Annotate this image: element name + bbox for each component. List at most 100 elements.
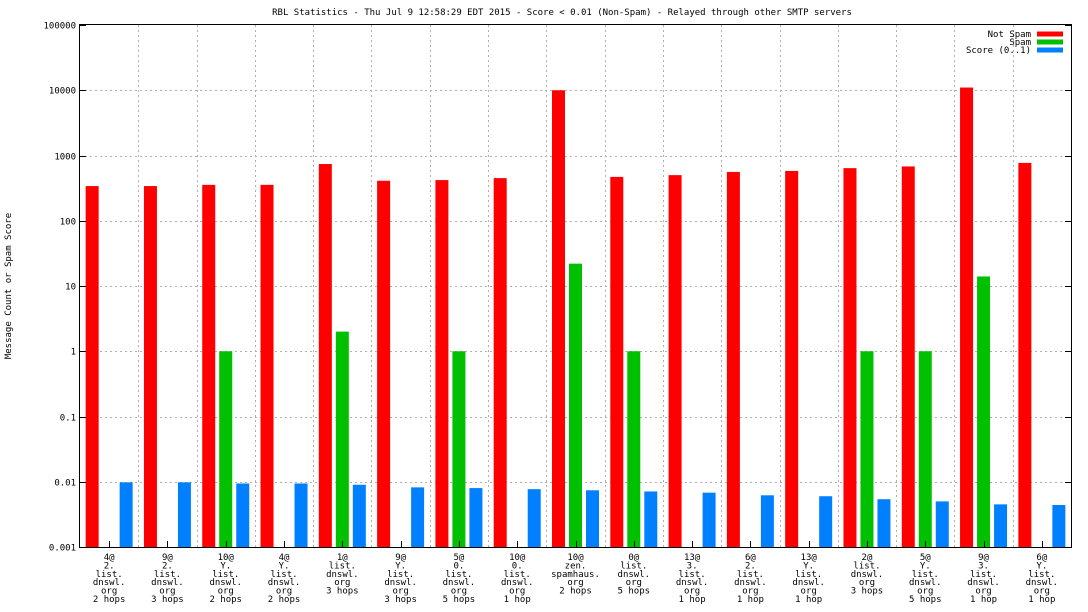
x-tick-label-line: org <box>859 578 875 588</box>
x-tick-label-line: 2. <box>104 561 115 571</box>
x-tick-label-line: 3 hops <box>151 595 184 605</box>
x-tick-label-line: 1 hop <box>504 595 531 605</box>
x-tick-label-line: dnswl. <box>384 578 417 588</box>
bar-spam <box>977 276 991 547</box>
x-tick-label-line: org <box>334 578 350 588</box>
x-tick-label-line: list. <box>620 561 647 571</box>
x-tick-label-line: 3 hops <box>384 595 417 605</box>
x-tick-label-line: 13@ <box>684 553 701 563</box>
x-tick-label-line: 3. <box>978 561 989 571</box>
x-tick-label-line: list. <box>912 570 939 580</box>
y-axis-label: Message Count or Spam Score <box>4 213 14 359</box>
bar-not-spam <box>901 166 915 548</box>
x-tick-label-line: 5 hops <box>443 595 476 605</box>
x-tick-label-line: 1@ <box>337 553 348 563</box>
x-tick-label: 4@ Y. list. dnswl. org 2 hops <box>268 553 301 605</box>
x-tick-label-line: dnswl. <box>501 578 534 588</box>
x-tick-label: 10@ 0. list. dnswl. org 1 hop <box>501 553 534 605</box>
x-tick-label-line: Y. <box>920 561 931 571</box>
chart-title: RBL Statistics - Thu Jul 9 12:58:29 EDT … <box>272 8 852 18</box>
x-tick-label-line: list. <box>795 570 822 580</box>
x-tick-label-line: 4@ <box>104 553 115 563</box>
x-tick-label-line: 5@ <box>920 553 931 563</box>
x-tick-label-line: 9@ <box>162 553 173 563</box>
bar-not-spam <box>1018 162 1032 547</box>
legend-swatch <box>1037 31 1063 37</box>
x-tick-label-line: 3 hops <box>851 587 884 597</box>
x-tick-label-line: dnswl. <box>734 578 767 588</box>
bar-not-spam <box>726 171 740 547</box>
x-tick-label-line: 6@ <box>745 553 756 563</box>
bar-score-0-1 <box>877 499 891 547</box>
x-tick-label: 13@ Y. list. dnswl. org 1 hop <box>792 553 825 605</box>
bar-spam <box>918 351 932 547</box>
x-tick-label-line: list. <box>154 570 181 580</box>
bars <box>85 87 1066 548</box>
y-tick-label: 0.001 <box>49 544 76 554</box>
x-tick-label-line: 0@ <box>628 553 639 563</box>
x-tick-label-line: Y. <box>1036 561 1047 571</box>
x-tick-label-line: 2 hops <box>209 595 242 605</box>
y-tick-label: 100 <box>60 218 76 228</box>
x-tick-label-line: list. <box>970 570 997 580</box>
x-tick-label-line: dnswl. <box>967 578 1000 588</box>
x-tick-label-line: org <box>101 587 117 597</box>
y-tick-label: 10 <box>65 283 76 293</box>
bar-score-0-1 <box>527 489 541 547</box>
x-tick-label-line: dnswl. <box>1026 578 1059 588</box>
bar-score-0-1 <box>760 495 774 547</box>
bar-score-0-1 <box>1052 505 1066 547</box>
bar-not-spam <box>668 175 682 547</box>
grid-lines <box>80 25 1071 547</box>
x-tick-label-line: 3. <box>687 561 698 571</box>
x-tick-label-line: Y. <box>803 561 814 571</box>
bar-score-0-1 <box>586 490 599 547</box>
x-tick-label-line: org <box>567 578 583 588</box>
bar-not-spam <box>435 180 449 547</box>
x-tick-label: 13@ 3. list. dnswl. org 1 hop <box>676 553 709 605</box>
y-tick-label: 0.1 <box>60 414 76 424</box>
y-tick-label: 1 <box>71 348 76 358</box>
legend-swatch <box>1037 39 1063 45</box>
x-tick-label: 9@ 3. list. dnswl. org 1 hop <box>967 553 1000 605</box>
x-tick-label-line: dnswl. <box>851 570 884 580</box>
x-tick-label-line: 9@ <box>395 553 406 563</box>
x-tick-label-line: dnswl. <box>93 578 126 588</box>
x-tick-label-line: 2 hops <box>559 587 592 597</box>
bar-not-spam <box>260 184 274 547</box>
x-tick-label-line: org <box>801 587 817 597</box>
x-tick-label: 5@ Y. list. dnswl. org 5 hops <box>909 553 942 605</box>
y-axis-ticks: 0.001 0.01 0.1 1 10 100 1000 10000 100000 <box>43 22 1071 554</box>
x-tick-label-line: 2. <box>162 561 173 571</box>
bar-spam <box>860 351 874 547</box>
bar-score-0-1 <box>119 482 133 547</box>
x-tick-label-line: 5 hops <box>618 587 651 597</box>
x-tick-label-line: dnswl. <box>909 578 942 588</box>
y-tick-label: 100000 <box>43 22 76 32</box>
x-tick-label-line: dnswl. <box>151 578 184 588</box>
x-tick-label-line: spamhaus. <box>551 570 600 580</box>
bar-score-0-1 <box>702 492 716 547</box>
x-tick-label-line: 10@ <box>567 553 584 563</box>
bar-spam <box>452 351 466 547</box>
x-tick-label-line: 1 hop <box>679 595 706 605</box>
x-tick-label: 2@ list. dnswl. org 3 hops <box>851 553 884 597</box>
bar-score-0-1 <box>177 482 191 547</box>
x-tick-label-line: list. <box>679 570 706 580</box>
x-tick-label-line: list. <box>96 570 123 580</box>
x-tick-label-line: 0. <box>512 561 523 571</box>
x-tick-label: 6@ 2. list. dnswl. org 1 hop <box>734 553 767 605</box>
x-tick-label-line: dnswl. <box>209 578 242 588</box>
x-tick-label-line: org <box>276 587 292 597</box>
bar-score-0-1 <box>644 491 658 547</box>
x-tick-label: 9@ Y. list. dnswl. org 3 hops <box>384 553 417 605</box>
bar-spam <box>627 351 641 547</box>
x-tick-label-line: 1 hop <box>970 595 997 605</box>
x-tick-label-line: dnswl. <box>792 578 825 588</box>
bar-not-spam <box>610 176 624 547</box>
x-tick-label-line: 5@ <box>453 553 464 563</box>
x-tick-label-line: 10@ <box>509 553 526 563</box>
x-tick-label-line: org <box>684 587 700 597</box>
